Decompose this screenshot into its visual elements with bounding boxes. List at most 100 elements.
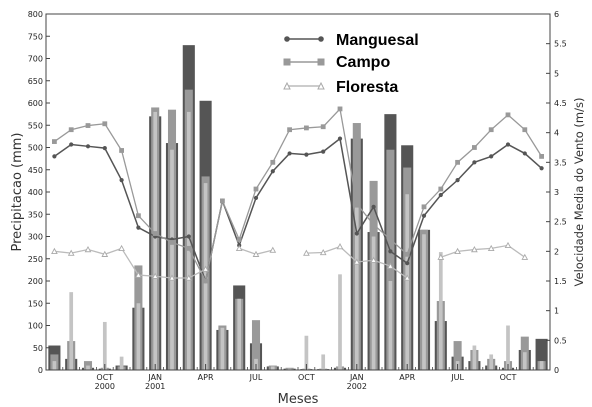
left-axis-ticks: 0 50 100 150 200 250 300 350 400 450 500 550 600 650 7…	[28, 10, 50, 375]
wind-point-manguesal-14	[287, 151, 292, 156]
wind-point-floresta-4	[118, 244, 125, 252]
wind-point-manguesal-24	[455, 178, 460, 183]
bar-floresta-23	[438, 252, 443, 370]
wind-point-floresta-16	[319, 248, 327, 256]
wind-point-floresta-26	[487, 244, 495, 252]
wind-point-floresta-2	[84, 246, 92, 253]
wind-line-floresta-3	[440, 244, 526, 258]
right-tick-label: 0.5	[554, 336, 567, 345]
legend: Manguesal Campo Floresta	[283, 32, 419, 96]
wind-point-floresta-25	[471, 246, 478, 253]
bar-campo-20	[386, 149, 395, 370]
right-tick-label: 2	[554, 247, 559, 256]
wind-point-manguesal-23	[438, 192, 443, 198]
wind-point-manguesal-20	[388, 249, 393, 254]
wind-point-manguesal-26	[489, 154, 494, 159]
wind-point-campo-8	[186, 245, 192, 251]
bar-floresta-26	[489, 354, 494, 370]
wind-line-campo-0	[54, 107, 543, 283]
wind-point-campo-27	[505, 112, 511, 118]
wind-point-campo-28	[522, 127, 528, 133]
x-tick-label: JAN	[147, 373, 162, 382]
bar-floresta-18	[354, 207, 359, 370]
bar-floresta-2	[86, 365, 90, 370]
y2-axis-label: Velocidade Media do Vento (m/s)	[572, 98, 586, 287]
right-tick-label: 3	[554, 188, 559, 197]
x-tick-year: 2000	[95, 382, 115, 391]
bar-floresta-10	[220, 327, 225, 370]
wind-point-manguesal-16	[321, 149, 326, 154]
bar-floresta-5	[136, 303, 141, 370]
right-tick-label: 6	[554, 10, 559, 19]
wind-point-campo-10	[220, 198, 225, 204]
bar-floresta-9	[203, 183, 208, 370]
wind-point-floresta-3	[101, 250, 109, 257]
wind-point-campo-11	[236, 237, 242, 242]
bar-floresta-21	[405, 194, 410, 370]
wind-point-manguesal-13	[270, 169, 275, 174]
wind-line-floresta-0	[54, 247, 206, 279]
left-tick-label: 400	[28, 188, 43, 197]
left-tick-label: 350	[28, 210, 43, 219]
left-tick-label: 650	[28, 77, 43, 86]
wind-point-campo-12	[253, 186, 259, 192]
wind-point-manguesal-15	[304, 152, 309, 157]
wind-point-campo-22	[421, 204, 427, 210]
bar-floresta-16	[321, 354, 326, 370]
legend-marker-manguesal-end	[318, 36, 324, 42]
x-tick-label: JUL	[249, 373, 263, 382]
axes-layer	[45, 13, 551, 371]
legend-label-campo: Campo	[336, 54, 390, 71]
right-tick-label: 2.5	[554, 218, 567, 227]
wind-point-manguesal-25	[472, 160, 477, 165]
wind-point-floresta-24	[454, 247, 461, 254]
bar-floresta-7	[170, 149, 174, 370]
bar-floresta-22	[422, 234, 426, 370]
bar-floresta-11	[237, 298, 242, 370]
wind-point-campo-29	[539, 154, 544, 159]
bar-floresta-20	[388, 281, 393, 370]
x-tick-label: APR	[399, 373, 415, 382]
bar-floresta-3	[102, 321, 107, 370]
wind-point-manguesal-18	[354, 231, 359, 236]
right-tick-label: 4	[554, 129, 559, 138]
wind-point-campo-18	[354, 201, 360, 207]
x-tick-label: APR	[198, 373, 214, 382]
lines-layer	[51, 106, 544, 284]
bar-campo-24	[453, 341, 462, 370]
wind-point-campo-26	[488, 127, 494, 133]
right-axis-ticks: 0 0.5 1 1.5 2 2.5 3 3.5 4 4.5 5 5.5 6	[546, 10, 567, 375]
wind-point-floresta-6	[151, 272, 159, 279]
bar-floresta-25	[472, 345, 477, 370]
right-tick-label: 5	[554, 69, 559, 78]
left-tick-label: 100	[28, 322, 43, 331]
wind-point-campo-15	[304, 125, 309, 131]
wind-point-campo-14	[287, 127, 292, 133]
left-tick-label: 550	[28, 121, 43, 130]
wind-point-floresta-23	[437, 253, 445, 260]
wind-point-floresta-18	[353, 258, 361, 265]
wind-point-manguesal-4	[119, 178, 124, 183]
wind-point-campo-9	[203, 278, 208, 284]
wind-point-campo-16	[320, 124, 326, 130]
wind-line-manguesal-0	[53, 137, 543, 284]
bars-layer	[48, 45, 548, 371]
right-tick-label: 1.5	[554, 277, 567, 286]
x-tick-label: JAN	[349, 373, 364, 382]
wind-point-campo-23	[438, 186, 444, 192]
wind-point-campo-7	[169, 240, 175, 245]
legend-marker-floresta-end	[317, 81, 325, 90]
bar-floresta-29	[539, 361, 544, 370]
wind-point-floresta-27	[504, 241, 512, 249]
wind-point-campo-5	[136, 213, 141, 219]
wind-point-manguesal-2	[85, 144, 91, 149]
bar-campo-12	[251, 320, 261, 370]
wind-point-floresta-5	[135, 271, 142, 278]
wind-point-manguesal-27	[505, 142, 511, 147]
left-tick-label: 200	[28, 277, 43, 286]
y-axis-label: Precipitacao (mm)	[10, 132, 25, 251]
right-tick-label: 4.5	[554, 99, 567, 108]
wind-point-floresta-7	[168, 274, 176, 281]
x-axis-label: Meses	[278, 392, 319, 407]
